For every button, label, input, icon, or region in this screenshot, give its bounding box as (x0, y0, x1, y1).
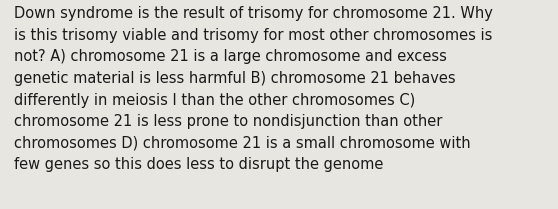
Text: Down syndrome is the result of trisomy for chromosome 21. Why
is this trisomy vi: Down syndrome is the result of trisomy f… (14, 6, 493, 172)
